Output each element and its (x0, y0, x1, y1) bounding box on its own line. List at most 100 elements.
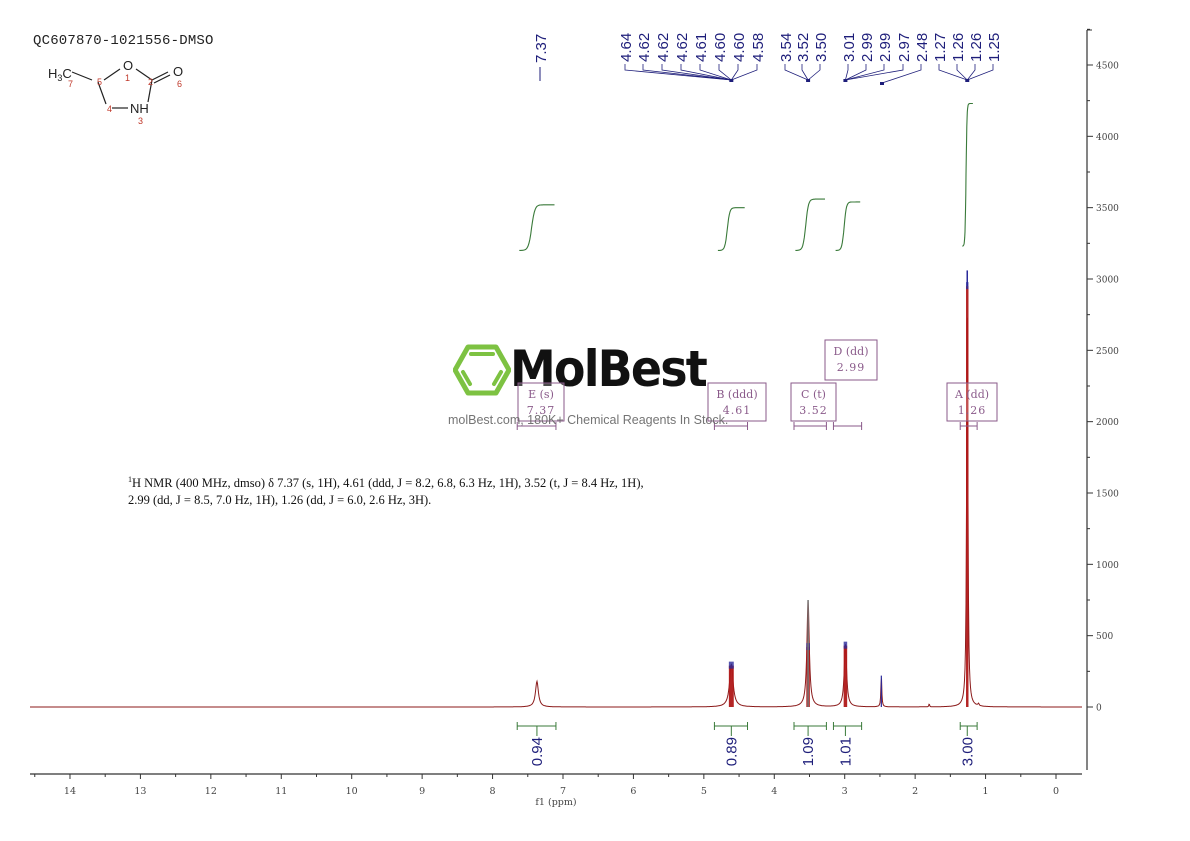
molbest-brand: MolBest (510, 340, 708, 398)
peak-shift-label: 2.99 (859, 33, 876, 62)
multiplet-shift: 3.52 (799, 404, 828, 417)
peak-shift-label: 3.54 (778, 33, 795, 62)
sample-id: QC607870-1021556-DMSO (33, 33, 214, 49)
peak-label-group: 7.37 (533, 34, 550, 81)
peak-connector-node (729, 79, 734, 82)
peak-shift-label: 1.26 (968, 33, 985, 62)
multiplet-shift: 7.37 (527, 404, 556, 417)
peak-shift-label: 3.52 (795, 33, 812, 62)
x-tick-label: 2 (912, 786, 918, 797)
svg-text:3: 3 (138, 116, 143, 124)
peak-connector-node (843, 79, 848, 82)
description-line-2: 2.99 (dd, J = 8.5, 7.0 Hz, 1H), 1.26 (dd… (128, 493, 432, 508)
peak-connector (956, 64, 968, 81)
x-tick-label: 11 (275, 786, 287, 797)
svg-text:1: 1 (125, 73, 130, 83)
peak-fill (728, 665, 734, 707)
multiplet-annotation: B (ddd) 4.61 (707, 382, 767, 430)
integral-curve (717, 207, 745, 251)
carbonyl-oxygen-label: O (173, 64, 183, 79)
peak-shift-label: 2.97 (896, 33, 913, 62)
multiplet-annotation: D (dd) 2.99 (824, 339, 878, 430)
peak-connector (699, 64, 732, 81)
x-axis-label: f1 (ppm) (535, 797, 576, 808)
multiplet-annotation: A (dd) 1.26 (946, 382, 998, 430)
peak-connector (807, 64, 821, 81)
watermark-tagline: molBest.com, 180K+ Chemical Reagents In … (448, 413, 729, 427)
molecule-structure: H3C O O NH 1 2 3 4 5 6 7 (48, 58, 183, 124)
x-tick-label: 9 (419, 786, 425, 797)
peak-label-group: 1.27 1.26 1.26 1.25 (932, 33, 1003, 82)
peak-connector (661, 64, 732, 81)
ring-oxygen-label: O (123, 58, 133, 73)
peak-shift-label: 1.26 (950, 33, 967, 62)
integral-marker: 3.00 (959, 722, 978, 766)
peak-connector (642, 64, 732, 81)
nucleus-superscript: 1 (128, 475, 132, 484)
peak-connector-node (880, 82, 884, 85)
x-tick-label: 3 (842, 786, 848, 797)
peak-shift-label: 1.27 (932, 33, 949, 62)
atom-numbers: 1 2 3 4 5 6 7 (68, 73, 182, 124)
peak-connector (845, 64, 867, 81)
peak-connector (680, 64, 732, 81)
integral-marker: 0.89 (713, 722, 749, 766)
y-tick-label: 1000 (1096, 561, 1119, 571)
peak-connector (881, 64, 922, 84)
x-tick-label: 12 (205, 786, 217, 797)
description-line-1: H NMR (400 MHz, dmso) δ 7.37 (s, 1H), 4.… (132, 476, 644, 491)
peak-shift-label: 4.60 (731, 33, 748, 62)
peak-connector-node (806, 79, 811, 82)
integral-value: 1.01 (837, 737, 854, 766)
y-tick-label: 1500 (1096, 489, 1119, 499)
peak-shift-label: 2.99 (877, 33, 894, 62)
peak-shift-label: 4.58 (750, 33, 767, 62)
nmr-description: 1H NMR (400 MHz, dmso) δ 7.37 (s, 1H), 4… (128, 471, 708, 509)
peak-shift-label: 3.01 (841, 33, 858, 62)
peak-connector (718, 64, 732, 81)
nh-label: NH (130, 101, 149, 116)
molbest-logo-icon (453, 344, 511, 396)
peak-label-group: 3.54 3.52 3.50 (778, 33, 830, 82)
multiplet-label: C (t) (801, 388, 826, 401)
peak-shift-label: 7.37 (533, 34, 550, 63)
peak-connector (845, 64, 904, 81)
multiplet-label: A (dd) (954, 388, 989, 401)
multiplet-box (946, 382, 998, 422)
peak-connector (967, 64, 994, 81)
integral-value: 1.09 (800, 737, 817, 766)
peak-connector (624, 64, 732, 81)
peak-shift-label: 1.25 (986, 33, 1003, 62)
integral-marker: 1.09 (793, 722, 827, 766)
integral-marker: 0.94 (516, 722, 557, 766)
peak-top-marker (728, 661, 734, 669)
multiplet-shift: 2.99 (837, 361, 866, 374)
peak-shift-label: 4.62 (655, 33, 672, 62)
peak-connector (845, 64, 849, 81)
svg-text:4: 4 (107, 104, 112, 114)
peak-connector (801, 64, 809, 81)
y-tick-label: 4500 (1096, 61, 1119, 71)
multiplet-label: E (s) (528, 388, 554, 401)
multiplet-box (824, 339, 878, 381)
y-axis: 0 500 1000 1500 2000 2500 3000 3500 4000 4500 (1086, 28, 1119, 770)
peak-shift-label: 4.60 (712, 33, 729, 62)
peak-top-marker (843, 641, 848, 649)
spectrum-trace (30, 317, 1082, 708)
peak-shift-label: 4.61 (693, 33, 710, 62)
peak-shift-label: 2.48 (914, 33, 931, 62)
peak-fill (966, 286, 969, 707)
x-tick-label: 4 (771, 786, 777, 797)
integral-marker: 1.01 (832, 722, 863, 766)
x-tick-label: 8 (490, 786, 496, 797)
svg-text:2: 2 (148, 77, 153, 87)
multiplet-box (707, 382, 767, 422)
peak-shift-label: 4.62 (674, 33, 691, 62)
peak-label-group: 3.01 2.99 2.99 2.97 (841, 33, 913, 82)
multiplet-label: B (ddd) (716, 388, 757, 401)
y-tick-label: 500 (1096, 632, 1113, 642)
multiplet-annotation: C (t) 3.52 (790, 382, 837, 430)
integral-value: 3.00 (959, 737, 976, 766)
